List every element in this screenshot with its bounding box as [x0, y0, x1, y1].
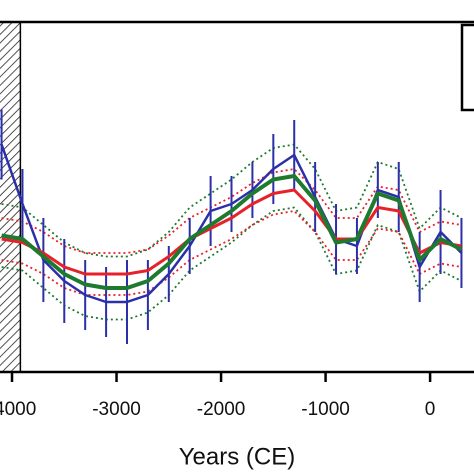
- series-line: [1, 174, 463, 290]
- x-tick-label: -3000: [92, 399, 141, 420]
- x-tick-label: 0: [425, 399, 436, 420]
- bound-line: [1, 143, 462, 258]
- x-tick-label: -4000: [0, 399, 36, 420]
- x-axis-label: Years (CE): [179, 443, 295, 470]
- series-line: [0, 144, 463, 304]
- legend-box: [460, 23, 474, 112]
- series-line: [1, 188, 462, 276]
- bound-line: [1, 206, 462, 321]
- x-tick-label: -1000: [301, 399, 350, 420]
- x-tick-label: -2000: [197, 399, 246, 420]
- hatched-region: [0, 21, 22, 373]
- plot-area: [0, 21, 463, 373]
